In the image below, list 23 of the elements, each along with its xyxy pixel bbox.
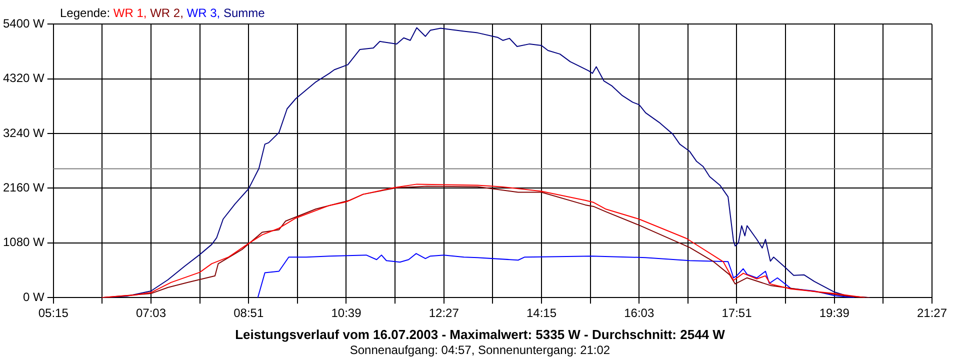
y-tick-label: 2160 W (2, 180, 46, 195)
x-tick-label: 14:15 (526, 306, 557, 320)
x-tick-label: 19:39 (819, 306, 850, 320)
text: WR 2, (150, 6, 184, 20)
x-tick-label: 10:39 (331, 306, 362, 320)
text: WR 3, (186, 6, 220, 20)
x-tick-label: 05:15 (38, 306, 69, 320)
x-tick-label: 08:51 (234, 306, 264, 320)
text: Sonnenaufgang: 04:57, Sonnenuntergang: 21:02 (348, 343, 612, 357)
text: WR 1, (113, 6, 147, 20)
text: Summe (223, 6, 265, 20)
y-tick-label: 3240 W (2, 126, 46, 140)
y-tick-label: 5400 W (2, 16, 46, 31)
legend-title: Legende: (60, 6, 110, 20)
x-tick-label: 17:51 (722, 306, 752, 320)
text: Leistungsverlauf vom 16.07.2003 - Maximalwert: 5335 W - Durchschnitt: 2544 W (234, 327, 726, 342)
x-tick-label: 07:03 (136, 306, 166, 320)
x-tick-label: 21:27 (916, 306, 948, 320)
y-tick-label: 0 W (23, 290, 46, 304)
x-tick-label: 12:27 (428, 306, 460, 320)
y-tick-label: 4320 W (2, 71, 46, 86)
y-tick-label: 1080 W (2, 235, 46, 250)
x-tick-label: 16:03 (624, 306, 654, 320)
